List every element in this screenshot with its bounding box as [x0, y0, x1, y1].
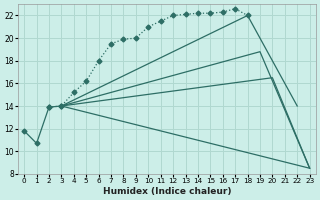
X-axis label: Humidex (Indice chaleur): Humidex (Indice chaleur) — [103, 187, 231, 196]
